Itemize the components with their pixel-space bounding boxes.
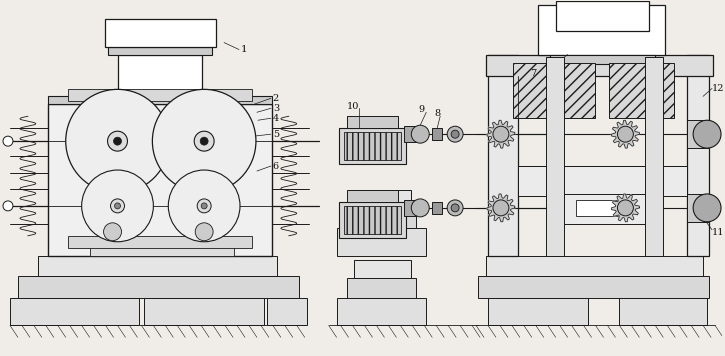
Text: 2: 2 — [273, 94, 279, 103]
Text: 6: 6 — [273, 162, 279, 171]
Bar — [538, 5, 666, 54]
Circle shape — [451, 204, 459, 212]
Bar — [432, 128, 442, 140]
Bar — [555, 194, 653, 224]
Bar — [354, 190, 411, 208]
Circle shape — [114, 137, 122, 145]
Circle shape — [693, 194, 721, 222]
Circle shape — [411, 125, 429, 143]
Bar — [104, 152, 130, 190]
Bar — [267, 298, 307, 325]
Bar — [336, 228, 426, 256]
Circle shape — [447, 200, 463, 216]
Bar — [546, 57, 563, 256]
Bar — [38, 256, 277, 276]
Bar — [339, 128, 406, 164]
Text: 1: 1 — [241, 45, 248, 54]
Text: 11: 11 — [712, 228, 724, 237]
Polygon shape — [611, 194, 639, 222]
Bar — [555, 1, 650, 31]
Polygon shape — [611, 120, 639, 148]
Bar — [610, 63, 674, 118]
Circle shape — [411, 199, 429, 217]
Circle shape — [195, 223, 213, 241]
Circle shape — [66, 89, 170, 193]
Bar — [191, 212, 221, 248]
Bar — [432, 202, 442, 214]
Bar — [518, 166, 687, 196]
Circle shape — [493, 200, 509, 216]
Text: 4: 4 — [273, 114, 279, 123]
Circle shape — [618, 200, 634, 216]
Bar — [488, 298, 587, 325]
Bar — [687, 54, 709, 256]
Bar — [513, 63, 594, 118]
Circle shape — [197, 199, 211, 213]
Text: 12: 12 — [712, 84, 724, 93]
Text: 5: 5 — [273, 130, 279, 139]
Bar — [486, 256, 703, 276]
Bar — [488, 54, 518, 256]
Circle shape — [3, 201, 13, 211]
Circle shape — [107, 131, 128, 151]
Bar — [347, 190, 398, 202]
Circle shape — [693, 120, 721, 148]
Text: 3: 3 — [273, 104, 279, 113]
Bar — [107, 47, 212, 54]
Polygon shape — [487, 194, 515, 222]
Text: 9: 9 — [418, 105, 424, 114]
Bar — [619, 298, 707, 325]
Bar — [486, 54, 713, 77]
Circle shape — [200, 137, 208, 145]
Bar — [344, 132, 402, 160]
Circle shape — [110, 199, 125, 213]
Bar — [339, 202, 406, 238]
Bar — [117, 54, 202, 96]
Text: 8: 8 — [434, 109, 440, 118]
Bar — [550, 54, 655, 64]
Bar — [687, 194, 709, 222]
Bar — [67, 89, 252, 101]
Bar — [336, 298, 426, 325]
Circle shape — [618, 126, 634, 142]
Circle shape — [152, 89, 256, 193]
Bar — [478, 276, 709, 298]
Circle shape — [194, 131, 214, 151]
Bar — [347, 116, 398, 128]
Bar — [18, 276, 299, 298]
Circle shape — [3, 136, 13, 146]
Bar — [405, 200, 416, 216]
Bar — [347, 208, 416, 228]
Circle shape — [104, 223, 122, 241]
Circle shape — [115, 203, 120, 209]
Bar — [347, 278, 416, 298]
Bar — [405, 126, 416, 142]
Circle shape — [82, 170, 154, 242]
Polygon shape — [487, 120, 515, 148]
Text: 7: 7 — [530, 69, 536, 78]
Bar — [99, 212, 130, 248]
Bar — [67, 236, 252, 248]
Bar — [104, 19, 216, 47]
Bar — [576, 200, 631, 216]
Bar — [191, 152, 217, 190]
Bar — [90, 242, 234, 256]
Circle shape — [168, 170, 240, 242]
Bar — [645, 57, 663, 256]
Bar — [144, 298, 264, 325]
Text: 10: 10 — [347, 102, 359, 111]
Circle shape — [493, 126, 509, 142]
Bar — [687, 120, 709, 148]
Bar — [48, 96, 272, 104]
Bar — [354, 260, 411, 278]
Circle shape — [201, 203, 207, 209]
Bar — [344, 206, 402, 234]
Circle shape — [447, 126, 463, 142]
Circle shape — [451, 130, 459, 138]
Bar — [48, 104, 272, 256]
Bar — [10, 298, 139, 325]
